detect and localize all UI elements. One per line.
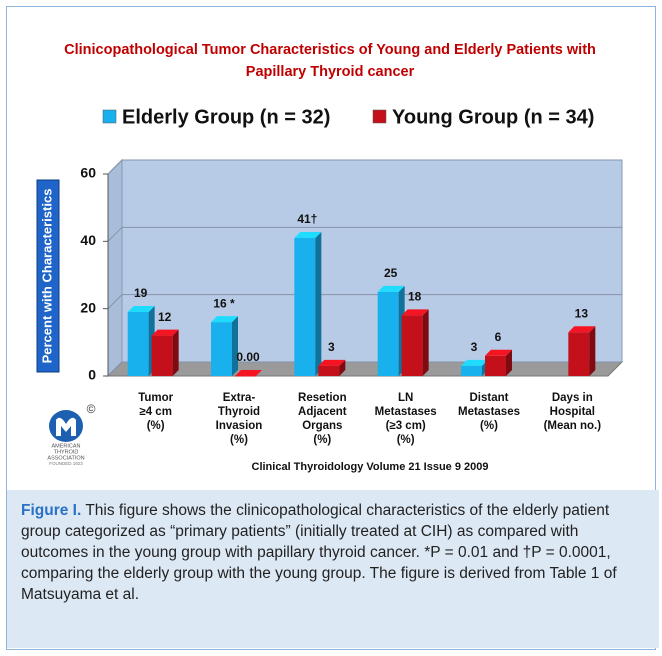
bar-top (401, 309, 429, 316)
bar-front (485, 355, 506, 376)
bar (485, 349, 512, 376)
bar-front (461, 365, 482, 376)
bar-front (294, 237, 316, 376)
bar-front (127, 312, 149, 376)
data-label: 18 (408, 290, 422, 304)
bar (151, 329, 179, 376)
caption: Figure I. This figure shows the clinicop… (7, 490, 659, 648)
bar-top (377, 285, 405, 292)
y-tick-label: 0 (88, 367, 96, 383)
bar-front (401, 315, 423, 376)
grid-line (107, 226, 622, 242)
bar (318, 359, 346, 376)
bar (294, 231, 322, 376)
data-label: 25 (384, 266, 398, 280)
bar-front (151, 335, 173, 376)
bar-side (422, 309, 429, 376)
x-tick-label: Extra- Thyroid Invasion (%) (215, 392, 263, 446)
data-label: 3 (471, 340, 478, 354)
grid-line (107, 294, 622, 310)
data-label: 19 (134, 286, 148, 300)
ylabel-box (36, 179, 60, 373)
x-tick-label: Days in Hospital (Mean no.) (543, 392, 602, 432)
grid-line (107, 361, 622, 377)
data-label: 0.00 (236, 350, 260, 364)
bar-top (318, 359, 346, 366)
bar-side (506, 349, 512, 376)
bar-top (485, 349, 512, 356)
bar (377, 285, 405, 376)
bar-side (339, 359, 346, 376)
caption-text: This figure shows the clinicopathologica… (21, 502, 617, 603)
figure-frame (6, 6, 656, 650)
chart-subtitle: Papillary Thyroid cancer (246, 64, 415, 80)
x-tick-label: LN Metastases (≥3 cm) (%) (374, 392, 437, 446)
logo-text: FOUNDED 1923 (49, 461, 83, 466)
legend-label: Elderly Group (n = 32) (122, 106, 330, 128)
bar-front (211, 322, 232, 376)
logo-copyright: © (87, 402, 96, 416)
bar-front (568, 332, 590, 376)
logo-text: AMERICAN (51, 443, 80, 449)
data-label: 3 (328, 340, 335, 354)
caption-label: Figure I. (21, 502, 82, 519)
bar (235, 370, 262, 377)
bar-top (127, 306, 155, 313)
logo-text: ASSOCIATION (47, 455, 84, 461)
x-tick-label: Tumor ≥4 cm (%) (138, 392, 174, 432)
bar-top (568, 326, 596, 333)
bar (401, 309, 429, 376)
data-label: 12 (158, 310, 172, 324)
x-tick-label: Resetion Adjacent Organs (%) (298, 392, 347, 446)
data-label: 16 * (213, 296, 235, 310)
y-tick-label: 20 (80, 299, 96, 315)
bar-side (589, 326, 596, 376)
logo: © AMERICAN THYROID ASSOCIATION FOUNDED 1… (40, 402, 100, 466)
legend-label: Young Group (n = 34) (392, 106, 594, 128)
bar-top (461, 359, 488, 366)
bar (461, 359, 488, 376)
bar (568, 326, 596, 376)
y-axis-label: Percent with Characteristics (39, 189, 54, 364)
legend-swatch (372, 109, 387, 124)
y-tick-label: 40 (80, 232, 96, 248)
bar-top (211, 316, 238, 323)
bar (211, 316, 238, 376)
bar-top (235, 370, 262, 376)
data-label: 13 (575, 306, 589, 320)
chart-title: Clinicopathological Tumor Characteristic… (64, 42, 596, 58)
logo-text: THYROID (54, 449, 79, 455)
side-wall (107, 158, 123, 378)
bar-top (151, 329, 179, 336)
grid-line (107, 159, 622, 175)
bar (127, 306, 155, 376)
bar-top (294, 231, 322, 238)
bar-side (315, 231, 322, 376)
bar-side (172, 329, 179, 376)
bar-side (232, 316, 238, 376)
source: Clinical Thyroidology Volume 21 Issue 9 … (252, 461, 489, 473)
bar-front (318, 365, 340, 376)
legend-swatch (102, 109, 117, 124)
chart: Clinicopathological Tumor Characteristic… (36, 42, 624, 473)
data-label: 6 (495, 330, 502, 344)
back-wall (121, 159, 623, 363)
data-label: 41† (297, 212, 317, 226)
bar-front (377, 291, 399, 376)
bar-front (235, 376, 256, 377)
y-tick-label: 60 (80, 165, 96, 181)
floor (106, 361, 624, 377)
logo-m (56, 417, 76, 436)
x-tick-label: Distant Metastases (%) (457, 392, 520, 432)
